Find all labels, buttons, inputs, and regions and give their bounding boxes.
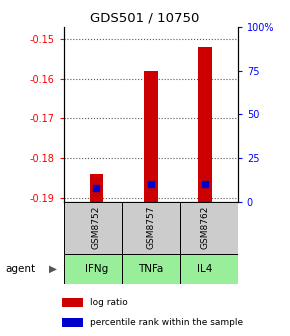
Text: IL4: IL4 [197, 264, 213, 274]
Text: GSM8752: GSM8752 [92, 206, 101, 249]
Text: log ratio: log ratio [90, 298, 128, 307]
Bar [122, 254, 180, 284]
Bar [144, 71, 157, 202]
Text: GSM8757: GSM8757 [146, 206, 155, 249]
Bar [62, 298, 83, 307]
Bar [122, 202, 180, 254]
Bar [180, 202, 238, 254]
Text: GSM8762: GSM8762 [201, 206, 210, 249]
Text: agent: agent [6, 264, 36, 274]
Text: IFNg: IFNg [85, 264, 108, 274]
Bar [180, 254, 238, 284]
Bar [198, 47, 212, 202]
Bar [90, 174, 103, 202]
Bar [64, 254, 122, 284]
Bar [64, 202, 122, 254]
Text: TNFa: TNFa [138, 264, 164, 274]
Text: GDS501 / 10750: GDS501 / 10750 [90, 12, 200, 25]
Bar [62, 318, 83, 327]
Text: percentile rank within the sample: percentile rank within the sample [90, 318, 243, 327]
Text: ▶: ▶ [48, 264, 57, 274]
